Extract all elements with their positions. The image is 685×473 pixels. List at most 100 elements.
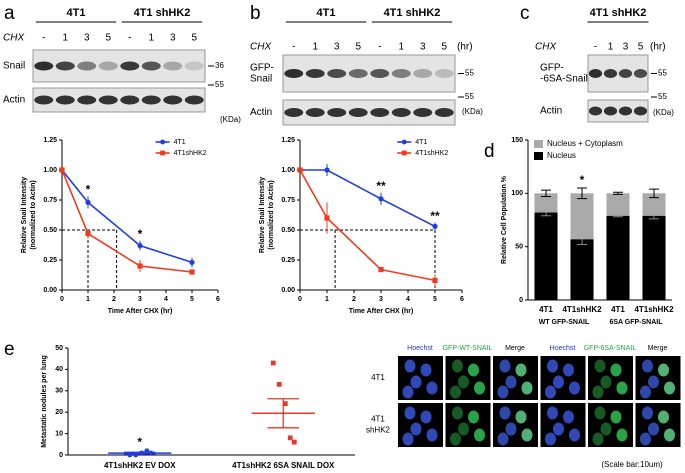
y-tick-label: 0.00 <box>281 287 295 294</box>
lane-label: 5 <box>638 42 644 53</box>
cell <box>410 422 422 436</box>
cell <box>610 410 622 424</box>
y-tick-label: 100 <box>511 190 523 197</box>
blot-band <box>55 95 75 105</box>
error-bar <box>649 188 659 199</box>
y-tick-label: 10 <box>55 430 63 437</box>
y-tick-label: 0.25 <box>281 257 295 264</box>
marker <box>85 199 91 205</box>
row-label: 4T1 <box>371 415 385 424</box>
lane-label: - <box>128 33 131 44</box>
cell <box>450 432 461 446</box>
legend-swatch <box>534 152 543 160</box>
annotation: * <box>138 227 143 241</box>
blot-band <box>98 61 118 71</box>
x-tick-label: 0 <box>298 296 302 303</box>
cell <box>410 375 422 389</box>
panel-label: c <box>520 3 530 24</box>
marker <box>59 167 65 173</box>
marker <box>137 243 143 249</box>
y-axis-title: Metastatic nodules per lung <box>41 355 48 448</box>
mw-marker: 36 <box>215 61 224 70</box>
cell <box>515 410 527 424</box>
blot-band <box>370 108 390 117</box>
cell <box>664 428 675 442</box>
y-tick-label: 50 <box>515 244 523 251</box>
blot-band <box>305 108 325 117</box>
panel-label: a <box>4 3 15 24</box>
cell <box>592 432 604 446</box>
x-tick-label: 2 <box>112 296 116 303</box>
blot-band <box>434 69 454 78</box>
series-line <box>299 169 436 282</box>
lane-label: 3 <box>84 33 90 44</box>
x-axis-title: Time After CHX (hr) <box>108 308 173 315</box>
blot-band <box>327 108 347 117</box>
group-label: 6SA GFP-SNAIL <box>609 319 663 326</box>
x-tick-label: 6 <box>460 296 464 303</box>
x-tick-label: 4T1shHK2 <box>634 305 674 314</box>
marker <box>378 196 384 202</box>
legend-label: 4T1 <box>415 139 427 146</box>
bar <box>570 239 594 300</box>
lane-label: 5 <box>441 42 447 53</box>
cell <box>592 385 604 399</box>
blot-band <box>184 61 204 71</box>
blot-band <box>348 108 368 117</box>
blot-group: 4T1 <box>67 7 86 19</box>
cell <box>458 375 469 389</box>
mw-marker: 55 <box>658 69 667 78</box>
bar <box>606 193 630 216</box>
bar <box>534 193 558 213</box>
panel-label: d <box>484 141 495 162</box>
panel-label: e <box>4 339 15 360</box>
cell <box>402 432 414 446</box>
marker <box>160 139 166 145</box>
blot-band <box>55 61 75 71</box>
mw-marker: 55 <box>465 69 474 78</box>
mw-marker: 55 <box>658 92 667 101</box>
x-tick-label: 0 <box>60 296 64 303</box>
row-label: Snail <box>250 74 272 85</box>
cell <box>547 406 558 420</box>
cell <box>569 381 580 395</box>
treatment-label: CHX <box>3 33 24 44</box>
blot-band <box>633 106 648 116</box>
y-axis-title: (normalized to Actin) <box>30 180 37 249</box>
cell <box>648 375 659 389</box>
x-tick-label: 4T1shHK2 <box>562 305 602 314</box>
blot-band <box>141 95 161 105</box>
y-tick-label: 40 <box>55 366 63 373</box>
lane-label: 5 <box>105 33 111 44</box>
blot-band <box>391 108 411 117</box>
y-tick-label: 1.00 <box>281 167 295 174</box>
y-tick-label: 1.00 <box>43 167 57 174</box>
blot-band <box>391 69 411 78</box>
marker <box>432 223 438 229</box>
blot-band <box>34 61 54 71</box>
blot-band <box>163 95 183 105</box>
group-label: WT GFP-SNAIL <box>539 319 590 326</box>
cell <box>658 410 669 424</box>
blot-band <box>434 108 454 117</box>
legend-label: 4T1 <box>174 139 186 146</box>
marker <box>401 139 407 145</box>
y-tick-label: 0.50 <box>43 227 57 234</box>
cell <box>420 363 432 377</box>
blot-band <box>141 61 161 71</box>
y-tick-label: 0.00 <box>43 287 57 294</box>
cell <box>610 363 622 377</box>
error-bar <box>541 189 551 198</box>
panel-label: b <box>250 3 261 24</box>
y-axis-title: (normalized to Actin) <box>268 180 275 249</box>
cell <box>545 385 556 399</box>
y-tick-label: 1.25 <box>43 137 57 144</box>
blot-group: 4T1 shHK2 <box>590 7 647 19</box>
treatment-label: CHX <box>250 42 271 53</box>
cell <box>521 428 533 442</box>
cell <box>553 422 564 436</box>
error-bar <box>577 187 587 200</box>
x-tick-label: 4T1 <box>611 305 625 314</box>
annotation: * <box>86 183 91 197</box>
cell <box>640 385 651 399</box>
